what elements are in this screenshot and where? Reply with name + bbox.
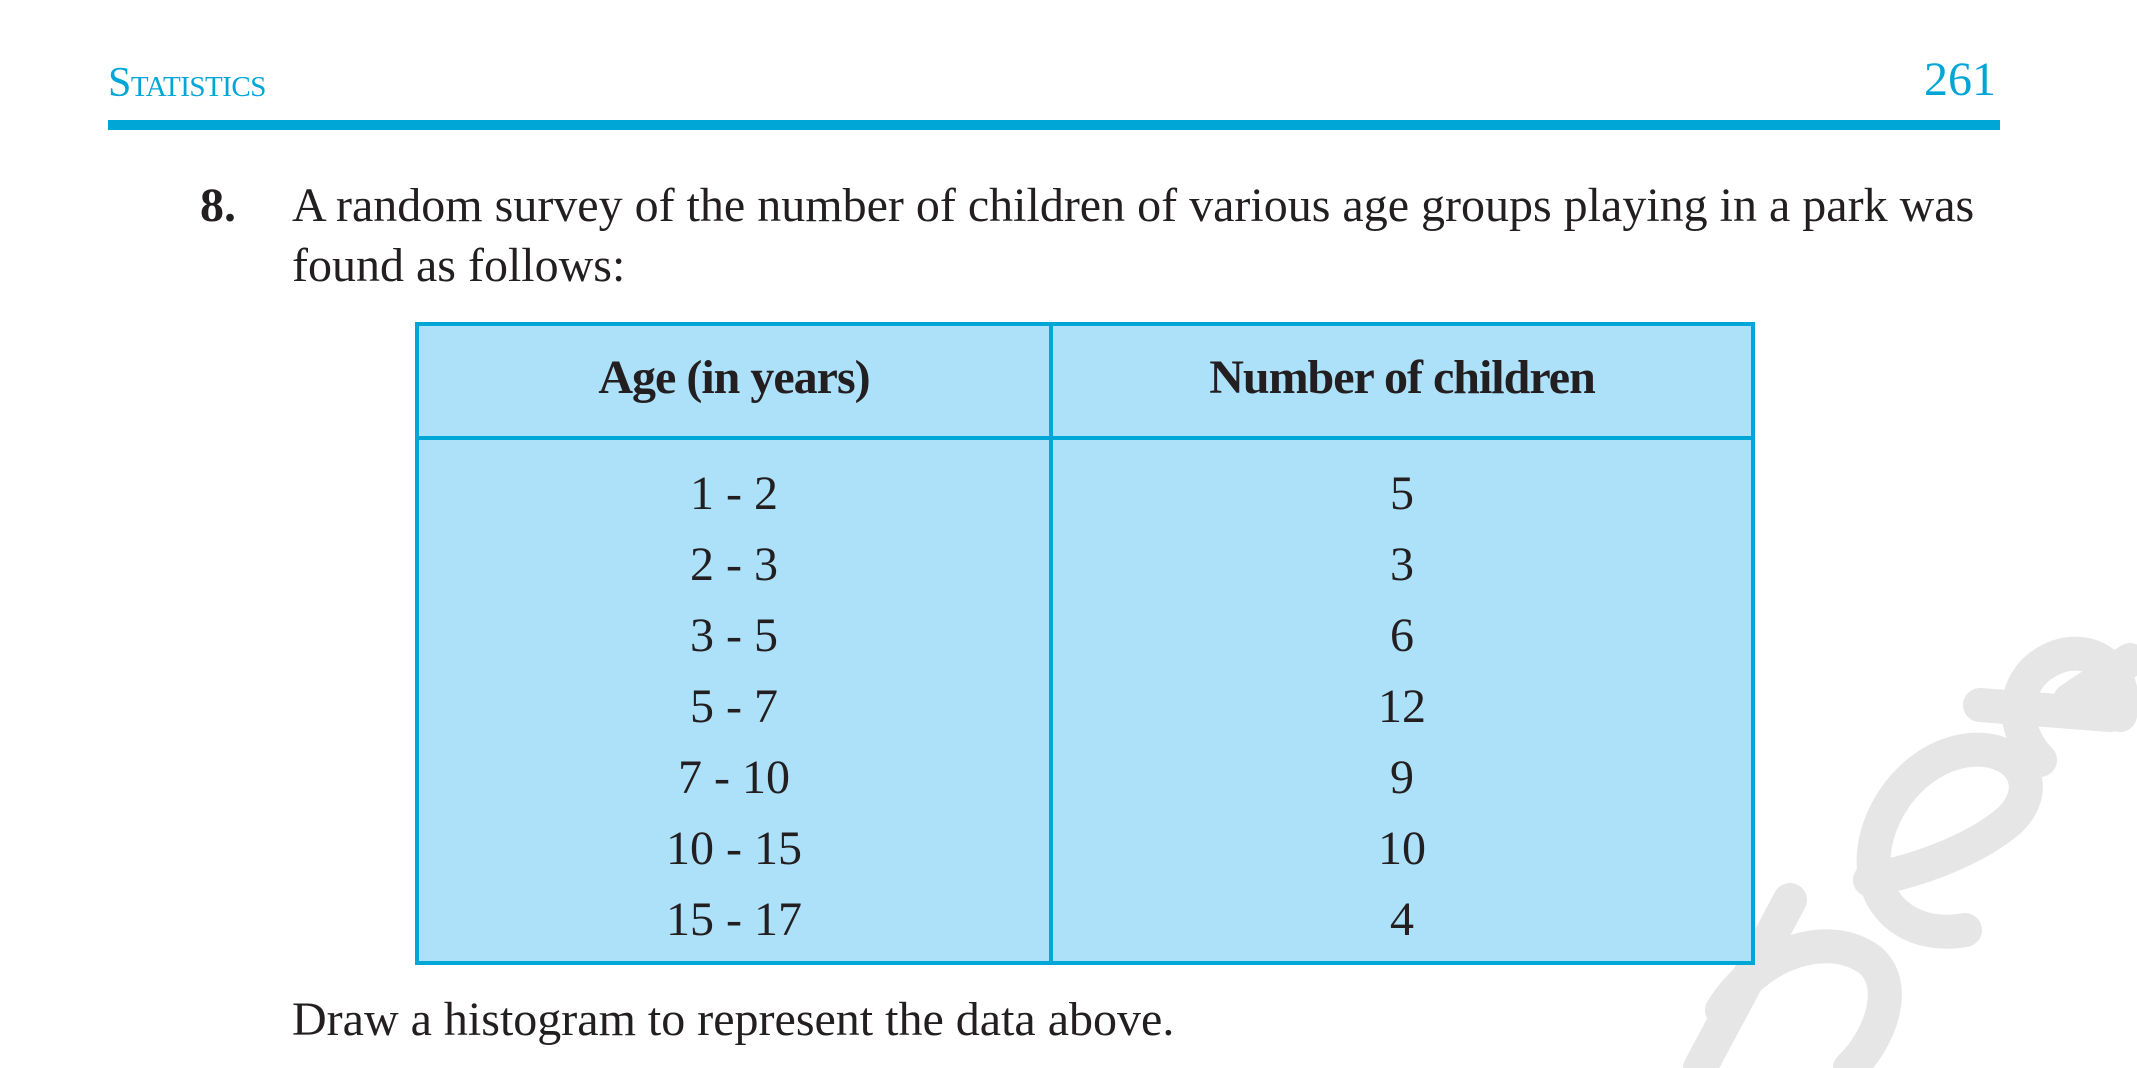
children-cell: 5 (1390, 467, 1414, 520)
header-divider (419, 436, 1751, 440)
age-cell: 1 - 2 (690, 467, 778, 520)
children-cell: 10 (1378, 822, 1426, 875)
table-row: 1 - 2 5 (419, 458, 1751, 529)
page-number: 261 (1924, 53, 1996, 106)
column-header-age: Age (in years) (598, 351, 870, 404)
data-table: Age (in years) Number of children 1 - 2 … (415, 322, 1755, 965)
children-cell: 12 (1378, 680, 1426, 733)
age-cell: 7 - 10 (678, 751, 790, 804)
header-rule (108, 120, 2000, 130)
table-row: 7 - 10 9 (419, 742, 1751, 813)
children-cell: 3 (1390, 538, 1414, 591)
age-cell: 5 - 7 (690, 680, 778, 733)
age-cell: 10 - 15 (666, 822, 802, 875)
table-row: 10 - 15 10 (419, 813, 1751, 884)
question-number: 8. (200, 179, 236, 232)
table-body: 1 - 2 5 2 - 3 3 3 - 5 6 5 - 7 12 7 - 10 … (419, 458, 1751, 955)
instruction-text: Draw a histogram to represent the data a… (292, 993, 1175, 1046)
table-row: 2 - 3 3 (419, 529, 1751, 600)
page-header: Statistics 261 (108, 52, 2000, 110)
age-cell: 15 - 17 (666, 893, 802, 946)
age-cell: 2 - 3 (690, 538, 778, 591)
table-row: 5 - 7 12 (419, 671, 1751, 742)
chapter-title: Statistics (108, 60, 266, 106)
children-cell: 6 (1390, 609, 1414, 662)
table-row: 15 - 17 4 (419, 884, 1751, 955)
children-cell: 9 (1390, 751, 1414, 804)
column-divider (1049, 326, 1053, 961)
question-text: A random survey of the number of childre… (292, 179, 1975, 292)
age-cell: 3 - 5 (690, 609, 778, 662)
table-row: 3 - 5 6 (419, 600, 1751, 671)
children-cell: 4 (1390, 893, 1414, 946)
column-header-children: Number of children (1209, 351, 1596, 404)
